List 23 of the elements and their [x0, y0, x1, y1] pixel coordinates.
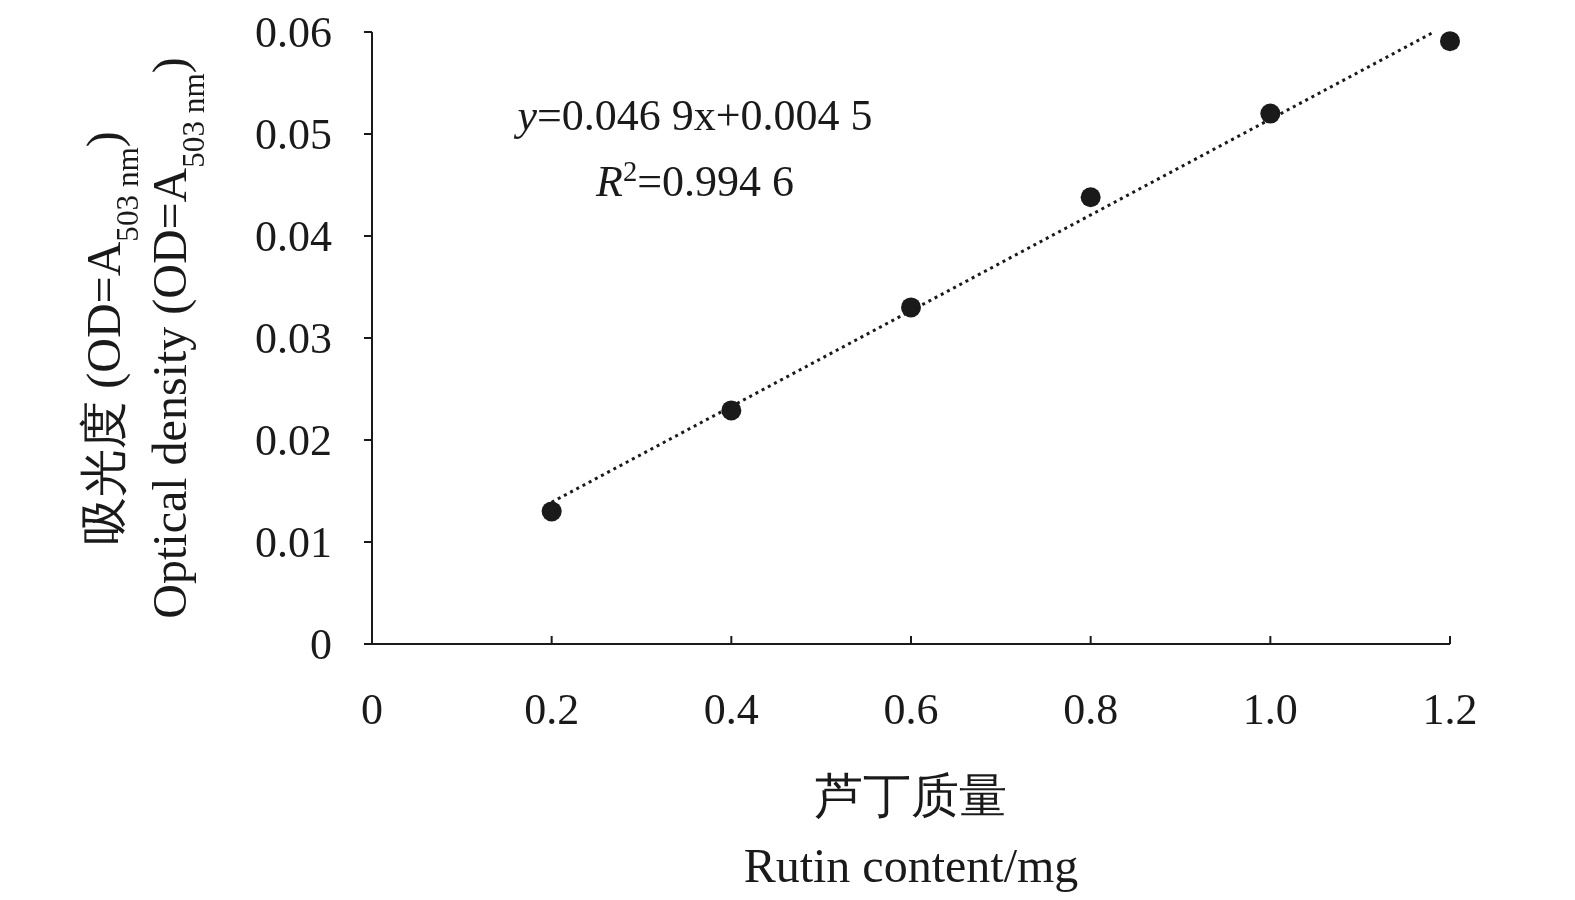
y-tick-label: 0.06 — [255, 8, 332, 57]
point — [1260, 103, 1281, 124]
x-tick-label: 0 — [361, 685, 383, 734]
y-tick-label: 0 — [310, 620, 332, 669]
x-tick-label: 0.2 — [524, 685, 580, 734]
y-tick-label: 0.01 — [255, 518, 332, 567]
annotation: y=0.046 9x+0.004 5 — [513, 91, 873, 140]
y-tick-label: 0.03 — [255, 314, 332, 363]
x-tick-label: 1.0 — [1242, 685, 1298, 734]
x-axis-title: 芦丁质量 Rutin content/mg — [743, 769, 1079, 892]
point — [1080, 187, 1101, 208]
point — [541, 501, 562, 522]
x-tick-label: 0.4 — [703, 685, 759, 734]
y-tick-label: 0.04 — [255, 212, 332, 261]
x-tick-label: 1.2 — [1422, 685, 1478, 734]
point — [721, 400, 742, 421]
y-tick-label: 0.02 — [255, 416, 332, 465]
y-tick-label: 0.05 — [255, 110, 332, 159]
point — [1440, 31, 1460, 52]
x-tick-label: 0.8 — [1063, 685, 1119, 734]
point — [901, 297, 921, 318]
annotation: R$^{2}$=0.994 6 — [594, 155, 795, 206]
x-tick-label: 0.6 — [883, 685, 939, 734]
